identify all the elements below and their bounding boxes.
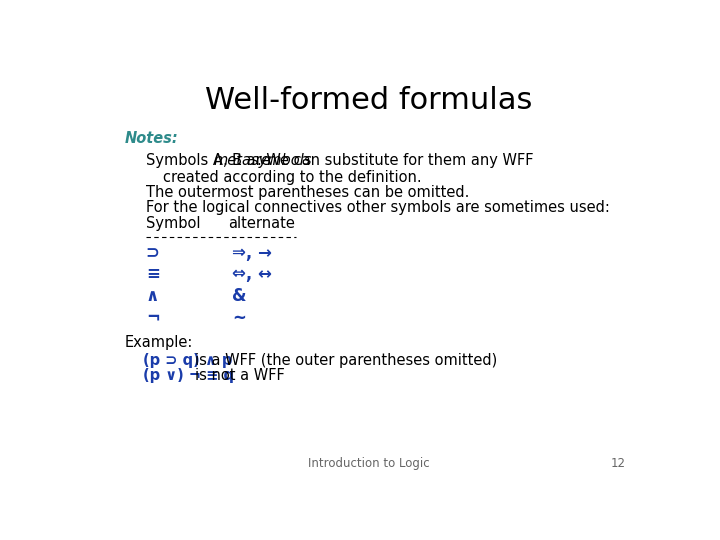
Text: Example:: Example: — [125, 335, 193, 350]
Text: Symbol: Symbol — [145, 215, 200, 231]
Text: Introduction to Logic: Introduction to Logic — [308, 457, 430, 470]
Text: alternate: alternate — [228, 215, 295, 231]
Text: created according to the definition.: created according to the definition. — [163, 170, 421, 185]
Text: ≡: ≡ — [145, 265, 160, 284]
Text: ⇒, →: ⇒, → — [233, 244, 272, 262]
Text: For the logical connectives other symbols are sometimes used:: For the logical connectives other symbol… — [145, 200, 610, 215]
Text: ∧: ∧ — [145, 287, 159, 305]
Text: Notes:: Notes: — [125, 131, 179, 146]
Text: ~: ~ — [233, 308, 246, 327]
Text: is not a WFF: is not a WFF — [195, 368, 284, 383]
Text: The outermost parentheses can be omitted.: The outermost parentheses can be omitted… — [145, 185, 469, 200]
Text: ⇔, ↔: ⇔, ↔ — [233, 265, 272, 284]
Text: 12: 12 — [611, 457, 626, 470]
Text: . We can substitute for them any WFF: . We can substitute for them any WFF — [258, 153, 534, 168]
Text: &: & — [233, 287, 247, 305]
Text: ⊃: ⊃ — [145, 244, 160, 262]
Text: ¬: ¬ — [145, 308, 160, 327]
Text: Symbols A, B are: Symbols A, B are — [145, 153, 275, 168]
Text: is a WFF (the outer parentheses omitted): is a WFF (the outer parentheses omitted) — [195, 353, 497, 368]
Text: Well-formed formulas: Well-formed formulas — [205, 86, 533, 114]
Text: metasymbols: metasymbols — [214, 153, 312, 168]
Text: (p ∨) ¬ ≡ q: (p ∨) ¬ ≡ q — [143, 368, 234, 383]
Text: (p ⊃ q) ∧ p: (p ⊃ q) ∧ p — [143, 353, 233, 368]
